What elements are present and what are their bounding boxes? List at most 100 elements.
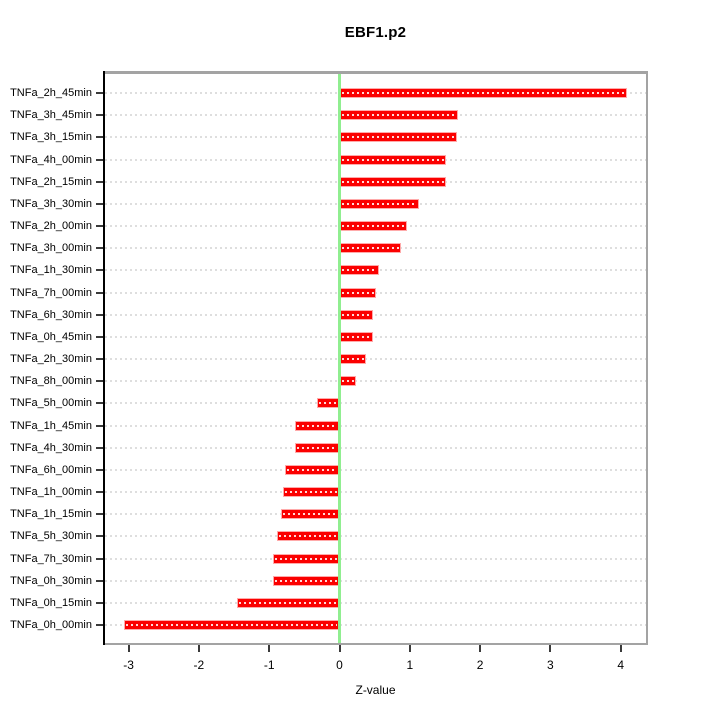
- y-axis-tick: [96, 446, 103, 449]
- bar-center-dash: [341, 291, 375, 294]
- bar-center-dash: [341, 335, 371, 338]
- x-axis-tick: [479, 645, 482, 652]
- row-guide: [105, 491, 646, 493]
- y-axis-tick: [96, 158, 103, 161]
- bar-center-dash: [341, 225, 405, 227]
- y-axis-tick: [96, 335, 103, 338]
- row-guide: [105, 402, 646, 405]
- bar: [273, 553, 340, 564]
- y-axis-label: TNFa_0h_00min: [10, 619, 92, 631]
- bar: [273, 575, 340, 586]
- bar: [339, 309, 374, 320]
- row-guide: [105, 468, 646, 471]
- bar-center-dash: [238, 601, 338, 604]
- bar-center-dash: [341, 380, 354, 383]
- bar-center-dash: [278, 535, 338, 538]
- x-axis-tick: [127, 645, 130, 652]
- bar: [339, 176, 446, 187]
- y-axis-tick: [96, 380, 103, 383]
- bar-center-dash: [341, 358, 365, 360]
- bar: [339, 132, 457, 143]
- bar-center-dash: [341, 202, 417, 205]
- bar: [339, 331, 373, 342]
- x-axis-tick-label: 3: [547, 658, 554, 672]
- bar: [339, 198, 419, 209]
- y-axis-tick: [96, 601, 103, 604]
- row-guide: [105, 513, 646, 516]
- y-axis-label: TNFa_2h_45min: [10, 87, 92, 99]
- y-axis-label: TNFa_4h_30min: [10, 441, 92, 454]
- bar: [339, 154, 447, 165]
- x-axis-tick-label: -1: [263, 658, 275, 672]
- bar: [339, 110, 459, 121]
- y-axis-tick: [96, 491, 103, 493]
- y-axis-label: TNFa_2h_15min: [10, 175, 92, 188]
- bar: [295, 420, 340, 431]
- y-axis-tick: [96, 402, 103, 405]
- bar: [294, 442, 340, 453]
- y-axis-tick: [96, 136, 103, 139]
- x-axis-tick-label: -3: [123, 658, 134, 672]
- y-axis-tick: [96, 291, 103, 294]
- plot-area: [103, 71, 648, 645]
- row-guide: [105, 579, 646, 582]
- x-axis-tick: [268, 645, 271, 652]
- y-axis-label: TNFa_5h_30min: [10, 530, 92, 543]
- zero-reference-line: [338, 73, 341, 643]
- bar-center-dash: [126, 624, 338, 626]
- y-axis-label: TNFa_3h_00min: [10, 242, 92, 255]
- y-axis-label: TNFa_1h_00min: [10, 486, 92, 498]
- bar-center-dash: [341, 247, 399, 250]
- bar: [339, 376, 356, 387]
- y-axis-label: TNFa_5h_00min: [10, 397, 92, 410]
- plot-box-left: [103, 71, 105, 645]
- x-axis-tick: [197, 645, 200, 652]
- y-axis-tick: [96, 269, 103, 272]
- y-axis-label: TNFa_3h_15min: [10, 131, 92, 144]
- x-axis-tick: [338, 645, 341, 652]
- bar: [276, 531, 340, 542]
- y-axis-tick: [96, 247, 103, 250]
- bar-center-dash: [341, 313, 372, 316]
- bar-center-dash: [341, 92, 626, 94]
- x-axis-tick: [408, 645, 411, 652]
- bar-center-dash: [341, 180, 444, 183]
- bar: [284, 464, 340, 475]
- bar-center-dash: [341, 269, 377, 272]
- plot-box-bottom: [103, 643, 648, 645]
- y-axis-tick: [96, 92, 103, 94]
- x-axis-tick-label: -2: [193, 658, 205, 672]
- y-axis-tick: [96, 557, 103, 560]
- row-guide: [105, 313, 646, 316]
- x-axis-tick-label: 4: [617, 658, 625, 672]
- x-axis-title: Z-value: [355, 683, 396, 697]
- y-axis-label: TNFa_6h_00min: [10, 463, 92, 476]
- bar-center-dash: [275, 579, 338, 582]
- y-axis-tick: [96, 535, 103, 538]
- bar-center-dash: [284, 491, 338, 493]
- bar: [339, 221, 407, 231]
- y-axis-label: TNFa_6h_30min: [10, 308, 92, 321]
- bar: [339, 88, 628, 98]
- y-axis-tick: [96, 468, 103, 471]
- y-axis-label: TNFa_0h_30min: [10, 574, 92, 587]
- y-axis-label: TNFa_2h_00min: [10, 220, 92, 232]
- bar-center-dash: [286, 468, 338, 471]
- row-guide: [105, 335, 646, 338]
- y-axis-tick: [96, 225, 103, 227]
- row-guide: [105, 424, 646, 427]
- y-axis-label: TNFa_0h_45min: [10, 330, 92, 343]
- y-axis-tick: [96, 313, 103, 316]
- bar: [124, 620, 340, 630]
- bar-center-dash: [275, 557, 338, 560]
- row-guide: [105, 535, 646, 538]
- row-guide: [105, 358, 646, 360]
- y-axis-label: TNFa_7h_30min: [10, 552, 92, 565]
- y-axis-label: TNFa_1h_30min: [10, 264, 92, 277]
- y-axis-label: TNFa_1h_45min: [10, 419, 92, 432]
- y-axis-label: TNFa_4h_00min: [10, 153, 92, 166]
- bar: [339, 243, 401, 254]
- y-axis-tick: [96, 180, 103, 183]
- y-axis-tick: [96, 424, 103, 427]
